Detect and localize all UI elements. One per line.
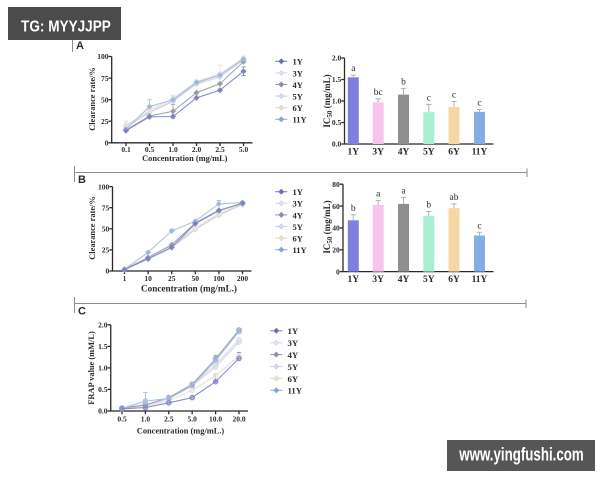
svg-text:4Y: 4Y bbox=[293, 80, 303, 90]
svg-text:0: 0 bbox=[106, 267, 110, 276]
svg-text:60: 60 bbox=[332, 202, 340, 211]
svg-text:2.0: 2.0 bbox=[192, 145, 202, 154]
svg-text:c: c bbox=[427, 93, 431, 103]
svg-text:100: 100 bbox=[98, 182, 110, 191]
svg-text:80: 80 bbox=[332, 180, 340, 189]
svg-text:a: a bbox=[401, 186, 406, 196]
svg-text:6Y: 6Y bbox=[448, 275, 460, 285]
svg-text:3Y: 3Y bbox=[372, 148, 384, 158]
svg-text:1Y: 1Y bbox=[288, 326, 299, 336]
svg-text:2.0: 2.0 bbox=[98, 321, 108, 330]
svg-text:1.5: 1.5 bbox=[98, 342, 108, 351]
svg-text:10.0: 10.0 bbox=[209, 415, 222, 424]
svg-text:25: 25 bbox=[102, 246, 110, 255]
svg-text:4Y: 4Y bbox=[293, 210, 303, 220]
svg-text:5.0: 5.0 bbox=[239, 145, 249, 154]
svg-text:b: b bbox=[401, 78, 406, 88]
svg-text:C: C bbox=[78, 306, 86, 318]
svg-text:1.0: 1.0 bbox=[98, 364, 108, 373]
svg-text:4Y: 4Y bbox=[398, 275, 410, 285]
svg-text:1Y: 1Y bbox=[347, 275, 359, 285]
svg-text:100: 100 bbox=[213, 274, 225, 283]
svg-text:11Y: 11Y bbox=[293, 245, 307, 255]
svg-text:4Y: 4Y bbox=[398, 148, 410, 158]
svg-text:0.5: 0.5 bbox=[145, 145, 155, 154]
svg-text:0.5: 0.5 bbox=[117, 415, 127, 424]
svg-text:5Y: 5Y bbox=[288, 362, 299, 372]
svg-text:6Y: 6Y bbox=[293, 103, 303, 113]
svg-text:Clearance rate/%: Clearance rate/% bbox=[88, 196, 97, 259]
svg-text:3Y: 3Y bbox=[293, 199, 303, 209]
svg-text:6Y: 6Y bbox=[293, 234, 303, 244]
svg-text:A: A bbox=[76, 40, 84, 52]
svg-text:50: 50 bbox=[101, 95, 109, 104]
svg-text:a: a bbox=[376, 190, 381, 200]
svg-text:40: 40 bbox=[332, 224, 340, 233]
svg-text:75: 75 bbox=[102, 203, 110, 212]
svg-text:0.1: 0.1 bbox=[121, 145, 131, 154]
svg-text:1.0: 1.0 bbox=[168, 145, 178, 154]
svg-text:6Y: 6Y bbox=[288, 374, 299, 384]
svg-text:100: 100 bbox=[97, 52, 109, 61]
svg-text:2.5: 2.5 bbox=[164, 415, 174, 424]
svg-text:Concentration (mg/mL.): Concentration (mg/mL.) bbox=[141, 284, 237, 294]
svg-text:2.5: 2.5 bbox=[215, 145, 225, 154]
svg-text:5Y: 5Y bbox=[423, 148, 435, 158]
svg-text:25: 25 bbox=[168, 274, 176, 283]
svg-text:b: b bbox=[426, 201, 431, 211]
svg-text:1.0: 1.0 bbox=[332, 97, 342, 106]
svg-text:0.5: 0.5 bbox=[98, 385, 108, 394]
svg-text:c: c bbox=[477, 221, 481, 231]
svg-text:6Y: 6Y bbox=[448, 148, 460, 158]
svg-text:3Y: 3Y bbox=[372, 275, 384, 285]
svg-text:0.0: 0.0 bbox=[98, 407, 108, 416]
svg-text:50: 50 bbox=[102, 225, 110, 234]
svg-text:0.0: 0.0 bbox=[332, 140, 342, 149]
svg-text:1.5: 1.5 bbox=[332, 75, 342, 84]
svg-text:5Y: 5Y bbox=[423, 275, 435, 285]
svg-text:200: 200 bbox=[237, 274, 249, 283]
svg-text:75: 75 bbox=[101, 74, 109, 83]
svg-text:c: c bbox=[477, 99, 481, 109]
svg-text:1Y: 1Y bbox=[347, 148, 359, 158]
svg-text:1Y: 1Y bbox=[293, 187, 303, 197]
svg-text:11Y: 11Y bbox=[472, 148, 488, 158]
svg-text:1Y: 1Y bbox=[293, 57, 303, 67]
svg-text:11Y: 11Y bbox=[288, 386, 303, 396]
svg-text:0: 0 bbox=[336, 267, 340, 276]
svg-text:11Y: 11Y bbox=[293, 115, 307, 125]
svg-text:0.5: 0.5 bbox=[332, 118, 342, 127]
svg-text:11Y: 11Y bbox=[472, 275, 488, 285]
svg-text:Concentration (mg/mL.): Concentration (mg/mL.) bbox=[137, 427, 225, 436]
svg-text:50: 50 bbox=[192, 274, 200, 283]
svg-text:0: 0 bbox=[105, 139, 109, 148]
svg-text:www.yingfushi.com: www.yingfushi.com bbox=[458, 445, 583, 466]
svg-text:20: 20 bbox=[332, 246, 340, 255]
svg-text:Concentration (mg/mL): Concentration (mg/mL) bbox=[142, 154, 228, 163]
svg-text:2.0: 2.0 bbox=[332, 54, 342, 63]
svg-text:1.0: 1.0 bbox=[141, 415, 151, 424]
svg-text:FRAP value (mM/L): FRAP value (mM/L) bbox=[87, 331, 96, 405]
svg-text:TG: MYYJJPP: TG: MYYJJPP bbox=[21, 19, 111, 36]
svg-text:bc: bc bbox=[374, 88, 383, 98]
svg-text:5Y: 5Y bbox=[293, 222, 303, 232]
svg-text:3Y: 3Y bbox=[293, 68, 303, 78]
svg-text:4Y: 4Y bbox=[288, 350, 299, 360]
svg-text:5Y: 5Y bbox=[293, 92, 303, 102]
svg-text:b: b bbox=[351, 204, 356, 214]
svg-text:5.0: 5.0 bbox=[188, 415, 198, 424]
svg-text:B: B bbox=[78, 174, 86, 186]
svg-text:3Y: 3Y bbox=[288, 338, 299, 348]
svg-text:1: 1 bbox=[123, 274, 127, 283]
svg-text:a: a bbox=[351, 64, 356, 74]
svg-text:25: 25 bbox=[101, 117, 109, 126]
svg-text:c: c bbox=[452, 90, 456, 100]
svg-text:Clearance rate/%: Clearance rate/% bbox=[88, 67, 97, 130]
svg-text:ab: ab bbox=[450, 193, 459, 203]
svg-text:20.0: 20.0 bbox=[232, 415, 245, 424]
svg-text:10: 10 bbox=[144, 274, 152, 283]
